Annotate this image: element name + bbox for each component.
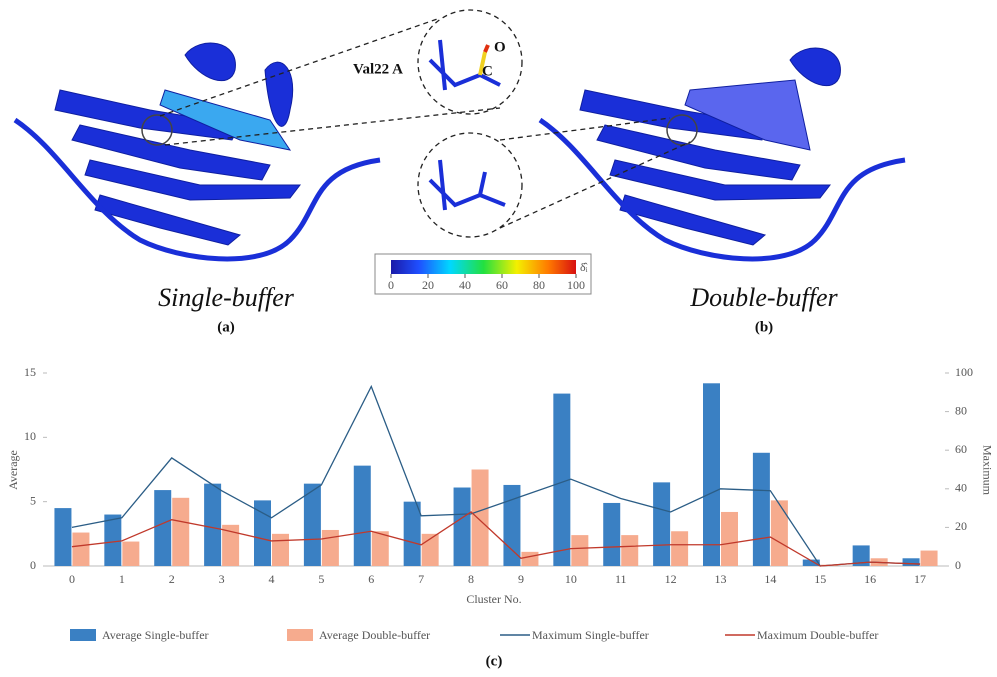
bar bbox=[454, 488, 471, 566]
bar bbox=[521, 552, 538, 566]
y-tick-label: 0 bbox=[30, 558, 36, 572]
bar bbox=[54, 508, 71, 566]
panel-caption: Single-buffer bbox=[158, 283, 295, 312]
bar bbox=[304, 484, 321, 566]
bar bbox=[771, 500, 788, 566]
protein-double bbox=[540, 48, 905, 259]
bar bbox=[104, 515, 121, 566]
legend-label: Average Double-buffer bbox=[319, 628, 430, 642]
x-tick-label: 11 bbox=[615, 572, 627, 586]
colorbar-tick-label: 80 bbox=[533, 278, 545, 292]
y-tick-label: 15 bbox=[24, 365, 36, 379]
bar bbox=[921, 551, 938, 566]
colorbar-symbol: δ̂ᵢ bbox=[580, 260, 588, 274]
panel-label: (a) bbox=[217, 319, 235, 335]
bar bbox=[621, 535, 638, 566]
line bbox=[72, 387, 920, 566]
legend-label: Maximum Single-buffer bbox=[532, 628, 649, 642]
x-tick-label: 9 bbox=[518, 572, 524, 586]
x-tick-label: 16 bbox=[864, 572, 876, 586]
legend-label: Maximum Double-buffer bbox=[757, 628, 878, 642]
bar bbox=[903, 558, 920, 566]
bar bbox=[322, 530, 339, 566]
x-tick-label: 12 bbox=[665, 572, 677, 586]
zoom-sticks bbox=[430, 40, 505, 210]
y2-tick-label: 0 bbox=[955, 558, 961, 572]
legend-swatch bbox=[287, 629, 313, 641]
x-tick-label: 4 bbox=[269, 572, 275, 586]
bar bbox=[122, 542, 139, 566]
panel-label: (c) bbox=[486, 653, 503, 669]
x-tick-label: 2 bbox=[169, 572, 175, 586]
x-tick-label: 14 bbox=[764, 572, 776, 586]
y2-tick-label: 100 bbox=[955, 365, 973, 379]
protein-single bbox=[15, 43, 380, 259]
x-tick-label: 0 bbox=[69, 572, 75, 586]
y2-tick-label: 60 bbox=[955, 442, 967, 456]
y-tick-label: 10 bbox=[24, 429, 36, 443]
x-tick-label: 8 bbox=[468, 572, 474, 586]
bar bbox=[404, 502, 421, 566]
colorbar-tick-label: 0 bbox=[388, 278, 394, 292]
legend-label: Average Single-buffer bbox=[102, 628, 209, 642]
atom-label: C bbox=[482, 63, 493, 79]
panel-label: (b) bbox=[755, 319, 773, 335]
bar bbox=[472, 470, 489, 567]
bar bbox=[372, 531, 389, 566]
bar bbox=[172, 498, 189, 566]
residue-label: Val22 A bbox=[353, 61, 403, 77]
bar bbox=[272, 534, 289, 566]
y-tick-label: 5 bbox=[30, 493, 36, 507]
colorbar-tick-label: 100 bbox=[567, 278, 585, 292]
y-axis-label: Average bbox=[6, 450, 20, 490]
bar bbox=[354, 466, 371, 566]
colorbar-tick-label: 60 bbox=[496, 278, 508, 292]
bar bbox=[154, 490, 171, 566]
y2-tick-label: 20 bbox=[955, 519, 967, 533]
bar bbox=[653, 482, 670, 566]
x-tick-label: 1 bbox=[119, 572, 125, 586]
colorbar bbox=[391, 260, 576, 274]
bar bbox=[703, 383, 720, 566]
bar bbox=[671, 531, 688, 566]
y2-tick-label: 40 bbox=[955, 481, 967, 495]
panel-caption: Double-buffer bbox=[689, 283, 838, 312]
figure: Val22 A O C δ̂ᵢ Single-buffer (a) Double… bbox=[0, 0, 997, 677]
colorbar-tick-label: 20 bbox=[422, 278, 434, 292]
bar bbox=[753, 453, 770, 566]
colorbar-tick-label: 40 bbox=[459, 278, 471, 292]
x-tick-label: 7 bbox=[418, 572, 424, 586]
x-tick-label: 15 bbox=[814, 572, 826, 586]
x-tick-label: 5 bbox=[318, 572, 324, 586]
x-tick-label: 6 bbox=[368, 572, 374, 586]
y2-axis-label: Maximum bbox=[980, 445, 994, 496]
bar bbox=[603, 503, 620, 566]
bar bbox=[204, 484, 221, 566]
bar bbox=[721, 512, 738, 566]
x-axis-label: Cluster No. bbox=[466, 592, 521, 606]
legend-swatch bbox=[70, 629, 96, 641]
x-tick-label: 3 bbox=[219, 572, 225, 586]
x-tick-label: 13 bbox=[715, 572, 727, 586]
x-tick-label: 10 bbox=[565, 572, 577, 586]
line bbox=[72, 512, 920, 566]
bar bbox=[571, 535, 588, 566]
atom-label: O bbox=[494, 39, 506, 55]
y2-tick-label: 80 bbox=[955, 403, 967, 417]
x-tick-label: 17 bbox=[914, 572, 926, 586]
bar bbox=[72, 533, 89, 566]
